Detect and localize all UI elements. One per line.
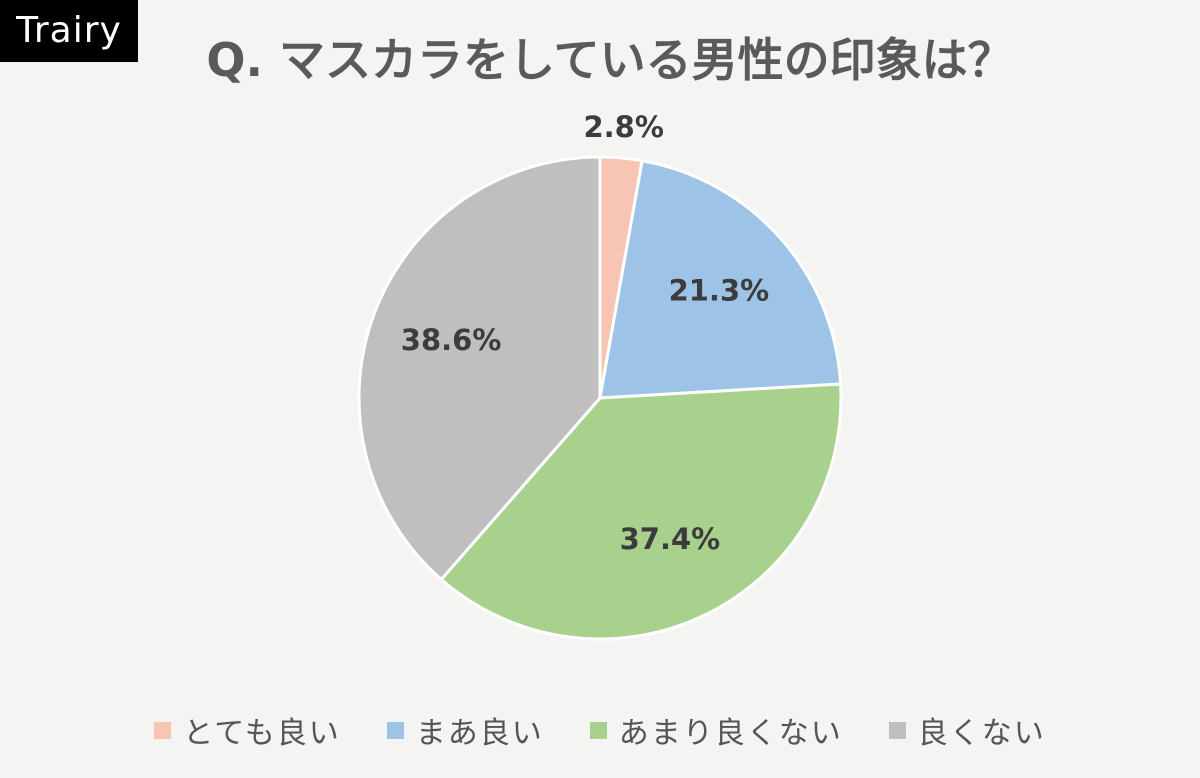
slice-not-very-good: [439, 382, 843, 641]
legend-swatch-fairly-good: [386, 721, 404, 739]
chart-legend: とても良い まあ良い あまり良くない 良くない: [100, 700, 1100, 760]
legend-item-not-very-good: あまり良くない: [589, 708, 843, 752]
pie-slices: [357, 155, 843, 641]
legend-item-very-good: とても良い: [154, 708, 341, 752]
slice-fairly-good: [598, 159, 843, 400]
pie-labels: 2.8% 21.3% 37.4% 38.6%: [401, 110, 769, 556]
legend-label-very-good: とても良い: [183, 716, 341, 751]
legend-swatch-not-very-good: [589, 721, 607, 739]
legend-item-not-good: 良くない: [888, 708, 1046, 752]
legend-label-fairly-good: まあ良い: [415, 716, 544, 751]
label-not-very-good: 37.4%: [620, 522, 721, 556]
legend-label-not-good: 良くない: [917, 716, 1046, 751]
brand-logo: Trairy: [0, 0, 138, 62]
legend-item-fairly-good: まあ良い: [386, 708, 544, 752]
legend-swatch-not-good: [888, 721, 906, 739]
label-very-good: 2.8%: [583, 110, 663, 144]
chart-title: Q. マスカラをしている男性の印象は？: [206, 33, 1014, 87]
legend-swatch-very-good: [154, 721, 172, 739]
label-fairly-good: 21.3%: [669, 273, 770, 307]
legend-label-not-very-good: あまり良くない: [618, 716, 843, 751]
slice-not-good: [357, 155, 602, 581]
label-not-good: 38.6%: [401, 323, 502, 357]
